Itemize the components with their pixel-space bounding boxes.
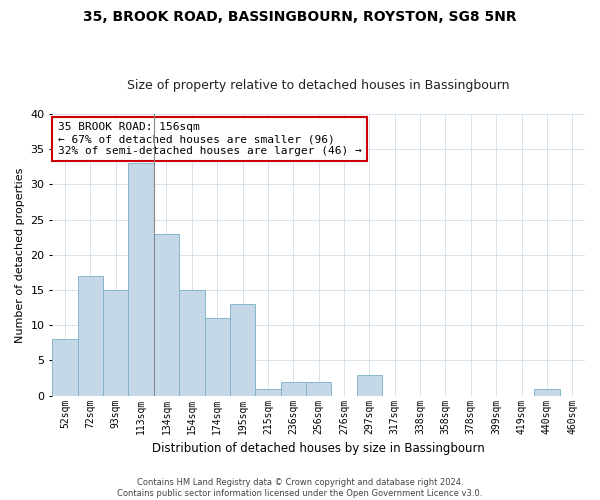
Bar — [306, 382, 331, 396]
Bar — [205, 318, 230, 396]
Title: Size of property relative to detached houses in Bassingbourn: Size of property relative to detached ho… — [127, 79, 510, 92]
X-axis label: Distribution of detached houses by size in Bassingbourn: Distribution of detached houses by size … — [152, 442, 485, 455]
Bar — [52, 340, 77, 396]
Bar — [357, 374, 382, 396]
Bar — [534, 388, 560, 396]
Bar — [179, 290, 205, 396]
Bar — [230, 304, 255, 396]
Bar — [128, 164, 154, 396]
Text: Contains HM Land Registry data © Crown copyright and database right 2024.
Contai: Contains HM Land Registry data © Crown c… — [118, 478, 482, 498]
Bar — [77, 276, 103, 396]
Bar — [255, 388, 281, 396]
Text: 35, BROOK ROAD, BASSINGBOURN, ROYSTON, SG8 5NR: 35, BROOK ROAD, BASSINGBOURN, ROYSTON, S… — [83, 10, 517, 24]
Bar — [281, 382, 306, 396]
Bar — [154, 234, 179, 396]
Bar — [103, 290, 128, 396]
Text: 35 BROOK ROAD: 156sqm
← 67% of detached houses are smaller (96)
32% of semi-deta: 35 BROOK ROAD: 156sqm ← 67% of detached … — [58, 122, 361, 156]
Y-axis label: Number of detached properties: Number of detached properties — [15, 167, 25, 342]
